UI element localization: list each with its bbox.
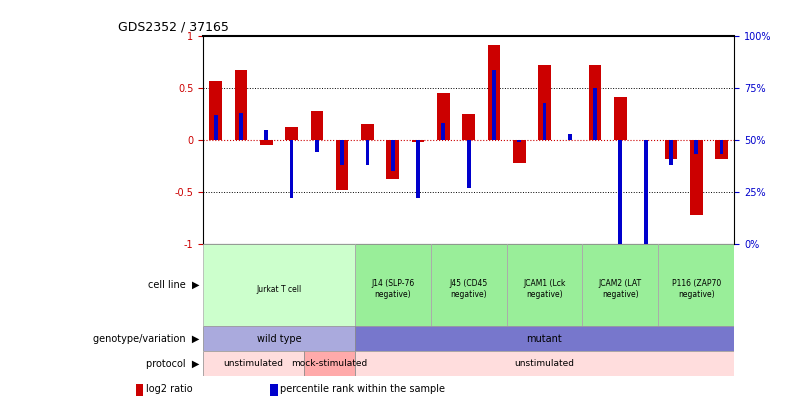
Text: J14 (SLP-76
negative): J14 (SLP-76 negative) [371,279,414,299]
Text: JCAM1 (Lck
negative): JCAM1 (Lck negative) [523,279,566,299]
Text: JCAM2 (LAT
negative): JCAM2 (LAT negative) [598,279,642,299]
Bar [136,384,143,396]
Bar [715,140,728,159]
Bar [644,140,647,243]
Bar [239,113,243,140]
Bar [355,243,431,326]
Bar [462,114,475,140]
Bar [271,384,278,396]
Bar [365,140,369,165]
Bar [310,111,323,140]
Bar [492,70,496,140]
Bar [658,243,734,326]
Bar [593,88,597,140]
Bar [568,134,571,140]
Text: unstimulated: unstimulated [223,359,283,368]
Bar [441,124,445,140]
Bar [203,243,355,326]
Bar [264,130,268,140]
Bar [538,66,551,140]
Bar [589,66,602,140]
Bar [583,243,658,326]
Bar [304,351,355,376]
Bar [694,140,698,154]
Text: unstimulated: unstimulated [515,359,575,368]
Text: GDS2352 / 37165: GDS2352 / 37165 [118,21,229,34]
Bar [543,103,547,140]
Bar [214,115,218,140]
Text: P116 (ZAP70
negative): P116 (ZAP70 negative) [672,279,721,299]
Bar [614,96,626,140]
Bar [488,45,500,140]
Bar [203,326,355,351]
Text: cell line  ▶: cell line ▶ [148,280,199,290]
Bar [285,126,298,140]
Text: wild type: wild type [257,334,301,344]
Bar [513,140,526,163]
Bar [690,140,702,215]
Bar [517,140,521,142]
Text: mock-stimulated: mock-stimulated [291,359,368,368]
Bar [720,140,724,154]
Text: J45 (CD45
negative): J45 (CD45 negative) [449,279,488,299]
Bar [467,140,471,188]
Bar [416,140,420,198]
Bar [361,124,373,140]
Bar [290,140,294,198]
Text: percentile rank within the sample: percentile rank within the sample [280,384,445,394]
Bar [618,140,622,243]
Bar [391,140,395,171]
Text: Jurkat T cell: Jurkat T cell [256,285,302,294]
Bar [209,81,222,140]
Bar [235,70,247,140]
Bar [665,140,678,159]
Text: mutant: mutant [527,334,563,344]
Bar [437,94,449,140]
Bar [507,243,583,326]
Text: log2 ratio: log2 ratio [146,384,192,394]
Text: genotype/variation  ▶: genotype/variation ▶ [93,334,199,344]
Bar [669,140,673,165]
Bar [315,140,318,152]
Bar [340,140,344,165]
Bar [260,140,273,145]
Bar [386,140,399,179]
Bar [355,351,734,376]
Text: protocol  ▶: protocol ▶ [146,359,199,369]
Bar [412,140,425,142]
Bar [355,326,734,351]
Bar [203,351,304,376]
Bar [336,140,349,190]
Bar [431,243,507,326]
